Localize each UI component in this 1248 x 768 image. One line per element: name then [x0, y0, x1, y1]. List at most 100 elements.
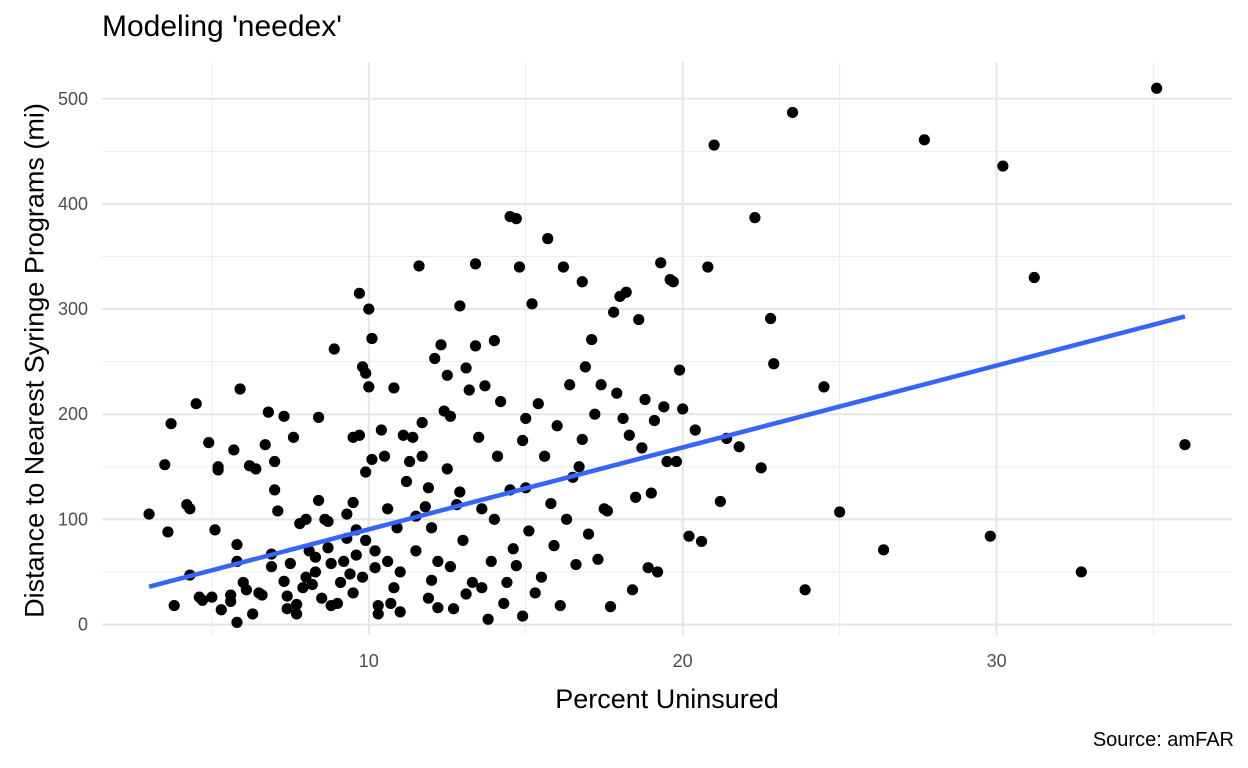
data-point	[265, 561, 278, 573]
data-point	[385, 597, 397, 610]
data-point	[510, 213, 522, 225]
data-point	[495, 395, 507, 408]
data-point	[733, 441, 745, 453]
data-point	[768, 358, 780, 370]
data-point	[259, 439, 271, 451]
data-point	[394, 566, 406, 578]
data-point	[400, 475, 413, 488]
data-point	[473, 431, 485, 443]
data-point	[630, 491, 642, 503]
data-point	[755, 462, 767, 474]
data-point	[422, 482, 435, 494]
data-point	[353, 287, 365, 299]
data-point	[538, 450, 551, 462]
data-point	[764, 312, 777, 325]
data-point	[695, 535, 708, 548]
data-point	[369, 562, 381, 574]
data-point	[287, 431, 300, 443]
data-point	[786, 106, 799, 119]
data-point	[526, 298, 538, 310]
data-point	[469, 340, 482, 352]
data-point	[623, 429, 635, 441]
source-caption: Source: amFAR	[1092, 729, 1234, 751]
data-point	[670, 455, 683, 468]
fit-line	[148, 314, 1186, 589]
y-tick-label: 400	[58, 194, 88, 214]
data-point	[673, 364, 686, 376]
data-point	[576, 276, 588, 288]
y-tick-label: 300	[58, 299, 88, 319]
data-point	[435, 339, 447, 351]
data-point	[203, 436, 215, 449]
data-point	[306, 578, 318, 591]
data-point	[231, 616, 243, 628]
data-point	[1151, 82, 1163, 94]
data-point	[168, 599, 180, 612]
data-point	[225, 589, 237, 601]
data-point	[592, 553, 604, 565]
data-point	[416, 450, 428, 462]
data-point	[476, 582, 488, 594]
data-point	[589, 408, 601, 420]
data-point	[658, 401, 670, 413]
data-point	[425, 522, 438, 534]
data-point	[184, 503, 196, 515]
data-point	[579, 361, 591, 373]
data-point	[513, 261, 526, 273]
data-point	[997, 160, 1009, 172]
data-point	[683, 530, 695, 542]
data-point	[338, 555, 350, 568]
data-point	[316, 592, 328, 604]
data-point	[498, 597, 510, 610]
data-point	[573, 461, 585, 473]
data-point	[407, 431, 419, 443]
data-point	[366, 453, 378, 466]
data-point	[586, 333, 598, 346]
data-point	[432, 555, 444, 568]
x-tick-label: 20	[673, 651, 693, 671]
data-point	[215, 604, 227, 616]
data-point	[554, 599, 566, 612]
data-point	[209, 524, 221, 536]
fit-line-group	[148, 314, 1186, 589]
data-point	[799, 584, 811, 596]
data-point	[617, 412, 629, 425]
data-point	[507, 543, 519, 555]
data-point	[535, 571, 548, 583]
data-point	[542, 233, 554, 245]
data-point	[360, 367, 372, 379]
data-point	[560, 513, 573, 525]
data-point	[463, 384, 475, 396]
data-point	[143, 508, 155, 520]
data-point	[300, 571, 312, 583]
data-point	[322, 542, 334, 554]
data-point	[212, 461, 224, 473]
data-point	[642, 562, 654, 574]
data-point	[397, 429, 409, 441]
data-point	[247, 608, 259, 620]
data-point	[388, 382, 400, 394]
data-point	[633, 313, 645, 326]
data-point	[331, 597, 344, 610]
data-point	[375, 424, 387, 436]
data-point	[611, 387, 623, 399]
data-point	[460, 588, 472, 600]
data-point	[300, 513, 312, 525]
data-point	[312, 494, 325, 507]
data-point	[413, 260, 425, 272]
data-point	[529, 587, 541, 599]
data-point	[661, 455, 673, 468]
data-point	[372, 608, 384, 620]
chart-title: Modeling 'needex'	[102, 10, 342, 43]
data-point	[231, 538, 243, 551]
data-point	[557, 261, 570, 273]
data-point	[454, 486, 466, 498]
data-point	[918, 134, 930, 146]
data-point	[551, 420, 563, 432]
data-point	[749, 212, 761, 224]
data-point	[419, 501, 431, 513]
data-point	[297, 582, 309, 594]
data-point	[410, 545, 422, 557]
data-point	[655, 257, 667, 269]
